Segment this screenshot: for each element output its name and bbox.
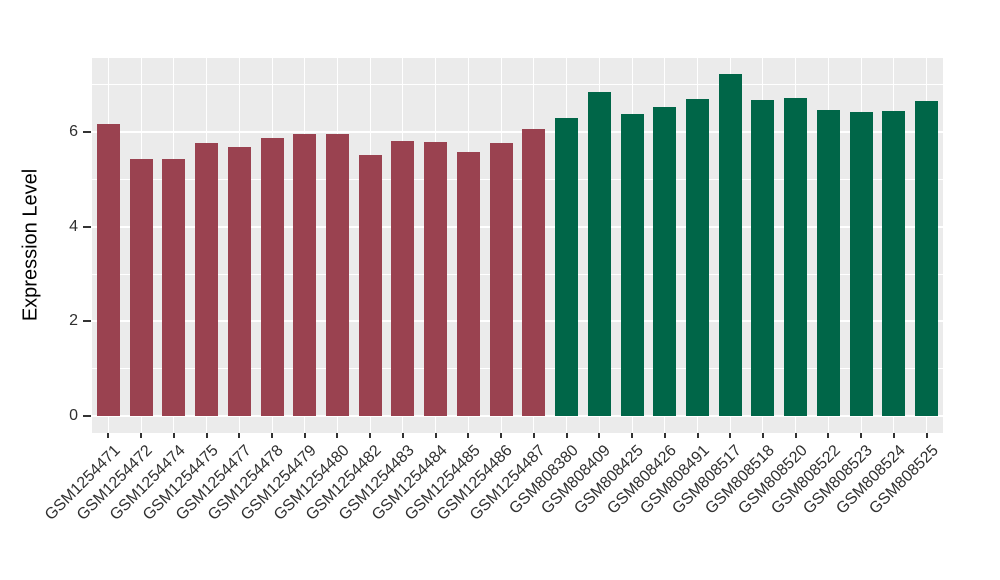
- y-tick-mark: [83, 131, 91, 134]
- x-tick-mark: [107, 433, 110, 438]
- x-tick-mark: [761, 433, 764, 438]
- bar: [129, 158, 153, 416]
- bar: [293, 134, 317, 416]
- plot-panel: [92, 58, 943, 433]
- x-tick-mark: [205, 433, 208, 438]
- x-tick-mark: [729, 433, 732, 438]
- y-axis-title: Expression Level: [19, 168, 42, 322]
- y-major-gridline: [92, 225, 943, 228]
- bar: [227, 147, 251, 416]
- bar: [325, 133, 349, 416]
- x-tick-mark: [696, 433, 699, 438]
- y-tick-mark: [83, 225, 91, 228]
- bar: [653, 106, 677, 416]
- y-minor-gridline: [92, 84, 943, 86]
- x-tick-mark: [467, 433, 470, 438]
- bar: [162, 158, 186, 416]
- bar: [555, 118, 579, 416]
- x-tick-mark: [663, 433, 666, 438]
- x-tick-mark: [303, 433, 306, 438]
- bar: [816, 110, 840, 416]
- x-tick-mark: [271, 433, 274, 438]
- y-tick-label: 0: [69, 407, 78, 424]
- bar: [522, 128, 546, 416]
- bar: [195, 142, 219, 416]
- bar: [915, 101, 939, 416]
- y-minor-gridline: [92, 368, 943, 370]
- x-tick-mark: [434, 433, 437, 438]
- y-major-gridline: [92, 131, 943, 134]
- x-tick-mark: [892, 433, 895, 438]
- y-major-gridline: [92, 320, 943, 323]
- x-tick-mark: [565, 433, 568, 438]
- x-tick-mark: [500, 433, 503, 438]
- x-tick-mark: [238, 433, 241, 438]
- bar: [391, 141, 415, 416]
- x-tick-mark: [794, 433, 797, 438]
- x-tick-mark: [140, 433, 143, 438]
- y-tick-mark: [83, 415, 91, 417]
- x-tick-mark: [827, 433, 830, 438]
- bar: [751, 100, 775, 416]
- x-tick-mark: [369, 433, 372, 438]
- x-tick-mark: [860, 433, 863, 438]
- bar: [358, 154, 382, 416]
- y-tick-label: 6: [69, 123, 78, 141]
- bar: [96, 124, 120, 416]
- bar: [882, 110, 906, 416]
- bar: [849, 112, 873, 416]
- x-tick-mark: [532, 433, 535, 438]
- y-minor-gridline: [92, 179, 943, 180]
- x-tick-mark: [631, 433, 634, 438]
- y-tick-label: 2: [69, 312, 78, 330]
- x-tick-mark: [172, 433, 175, 438]
- y-major-gridline: [92, 415, 943, 417]
- bar: [260, 138, 284, 416]
- x-tick-mark: [401, 433, 404, 438]
- bar: [456, 151, 480, 416]
- x-tick-mark: [336, 433, 339, 438]
- y-tick-label: 4: [69, 217, 78, 235]
- bar: [686, 99, 710, 416]
- y-tick-mark: [83, 320, 91, 323]
- bar: [489, 142, 513, 416]
- bar: [424, 141, 448, 416]
- bar: [718, 73, 742, 416]
- x-tick-mark: [598, 433, 601, 438]
- x-tick-mark: [925, 433, 928, 438]
- y-minor-gridline: [92, 273, 943, 275]
- bar: [620, 114, 644, 416]
- bar: [784, 98, 808, 416]
- bar: [587, 92, 611, 416]
